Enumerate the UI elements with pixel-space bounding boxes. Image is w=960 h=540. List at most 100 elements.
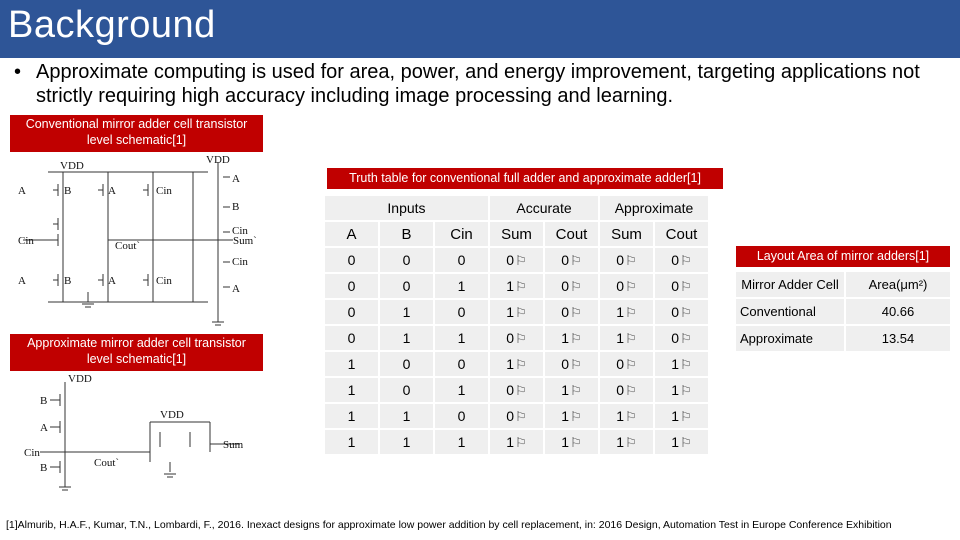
table-cell: 0⚐ [490,248,543,272]
cell-value: 0 [402,252,411,268]
cin-input-label: Cin [24,447,40,459]
flag-icon: ⚐ [570,382,582,398]
cin-input-label: Cin [232,256,248,268]
table-cell: 0 [435,404,488,428]
table-cell: 1⚐ [490,430,543,454]
table-cell: 1⚐ [545,378,598,402]
truth-table-column-row: A B Cin Sum Cout Sum Cout [325,222,708,246]
flag-icon: ⚐ [515,408,527,424]
truth-table-body: 0 0 0 0⚐ 0⚐ 0⚐ 0⚐ 0 0 1 1⚐ 0⚐ 0⚐ 0⚐ 0 1 0 1⚐ 0⚐ 1⚐ 0⚐ 0 1 1 0⚐ 1⚐… [325,248,708,454]
area-row-label: Approximate [736,326,844,351]
flag-icon: ⚐ [625,382,637,398]
cell-value: 0 [347,278,356,294]
cell-value: 1 [402,434,411,450]
table-cell: 1 [380,404,433,428]
table-cell: 0 [325,300,378,324]
cell-value: 0 [671,329,680,346]
layout-area-table: Mirror Adder Cell Area(μm²) Conventional… [734,270,952,353]
table-cell: 1⚐ [600,430,653,454]
cell-value: 0 [402,382,411,398]
cell-value: 0 [506,381,515,398]
table-cell: 1 [435,274,488,298]
citation-footnote: [1]Almurib, H.A.F., Kumar, T.N., Lombard… [6,519,892,531]
flag-icon: ⚐ [680,252,692,268]
table-cell: 0⚐ [655,326,708,350]
cell-value: 0 [671,303,680,320]
a-input-label: A [18,185,26,197]
table-row: 0 0 1 1⚐ 0⚐ 0⚐ 0⚐ [325,274,708,298]
cin-input-label: Cin [18,235,34,247]
cell-value: 0 [616,381,625,398]
flag-icon: ⚐ [515,434,527,450]
table-row: 1 0 1 0⚐ 1⚐ 0⚐ 1⚐ [325,378,708,402]
approximate-schematic-label: Approximate mirror adder cell transistor… [10,334,263,371]
cell-value: 1 [347,434,356,450]
table-cell: 1⚐ [490,274,543,298]
cell-value: 1 [457,382,466,398]
area-row-label: Conventional [736,299,844,324]
flag-icon: ⚐ [680,382,692,398]
table-cell: 0 [435,352,488,376]
cin-input-label: Cin [232,225,248,237]
layout-area-label: Layout Area of mirror adders[1] [736,246,950,267]
flag-icon: ⚐ [515,278,527,294]
table-cell: 1⚐ [600,300,653,324]
flag-icon: ⚐ [515,252,527,268]
table-cell: 1⚐ [655,430,708,454]
group-header-approximate: Approximate [600,196,708,220]
cell-value: 1 [506,303,515,320]
table-row: 0 1 1 0⚐ 1⚐ 1⚐ 0⚐ [325,326,708,350]
table-cell: 0⚐ [600,352,653,376]
area-table-row: Approximate 13.54 [736,326,950,351]
area-table-header-row: Mirror Adder Cell Area(μm²) [736,272,950,297]
area-header-unit: Area(μm²) [846,272,950,297]
cell-value: 1 [402,408,411,424]
cell-value: 1 [506,433,515,450]
cell-value: 1 [457,330,466,346]
cell-value: 1 [671,433,680,450]
table-cell: 0⚐ [545,300,598,324]
area-row-value: 40.66 [846,299,950,324]
column-header-approximate-sum: Sum [600,222,653,246]
sum-output-label: Sum [223,439,244,451]
b-input-label: B [232,201,239,213]
column-header-a: A [325,222,378,246]
cell-value: 0 [347,330,356,346]
cell-value: 0 [457,408,466,424]
cell-value: 1 [506,355,515,372]
cell-value: 1 [457,434,466,450]
title-bar: Background [0,0,960,58]
cell-value: 1 [506,277,515,294]
flag-icon: ⚐ [570,278,582,294]
group-header-inputs: Inputs [325,196,488,220]
cell-value: 1 [561,407,570,424]
cin-input-label: Cin [156,275,172,287]
flag-icon: ⚐ [625,278,637,294]
table-cell: 1⚐ [600,404,653,428]
table-cell: 1 [380,430,433,454]
cell-value: 0 [347,304,356,320]
table-cell: 1 [325,404,378,428]
truth-table-group-row: Inputs Accurate Approximate [325,196,708,220]
table-cell: 0⚐ [600,274,653,298]
slide-title: Background [8,4,216,46]
cell-value: 0 [347,252,356,268]
approximate-mirror-adder-schematic: VDD VDD B A Cin B Cout` Sum [24,373,244,491]
flag-icon: ⚐ [570,252,582,268]
cell-value: 0 [457,356,466,372]
cell-value: 0 [506,251,515,268]
vdd-label: VDD [60,160,84,172]
flag-icon: ⚐ [570,330,582,346]
flag-icon: ⚐ [570,356,582,372]
cell-value: 1 [671,381,680,398]
cell-value: 0 [457,304,466,320]
flag-icon: ⚐ [680,356,692,372]
table-cell: 0⚐ [655,274,708,298]
table-cell: 1 [435,326,488,350]
flag-icon: ⚐ [625,330,637,346]
table-cell: 0⚐ [490,326,543,350]
area-table-row: Conventional 40.66 [736,299,950,324]
flag-icon: ⚐ [570,408,582,424]
area-row-value: 13.54 [846,326,950,351]
table-row: 1 0 0 1⚐ 0⚐ 0⚐ 1⚐ [325,352,708,376]
